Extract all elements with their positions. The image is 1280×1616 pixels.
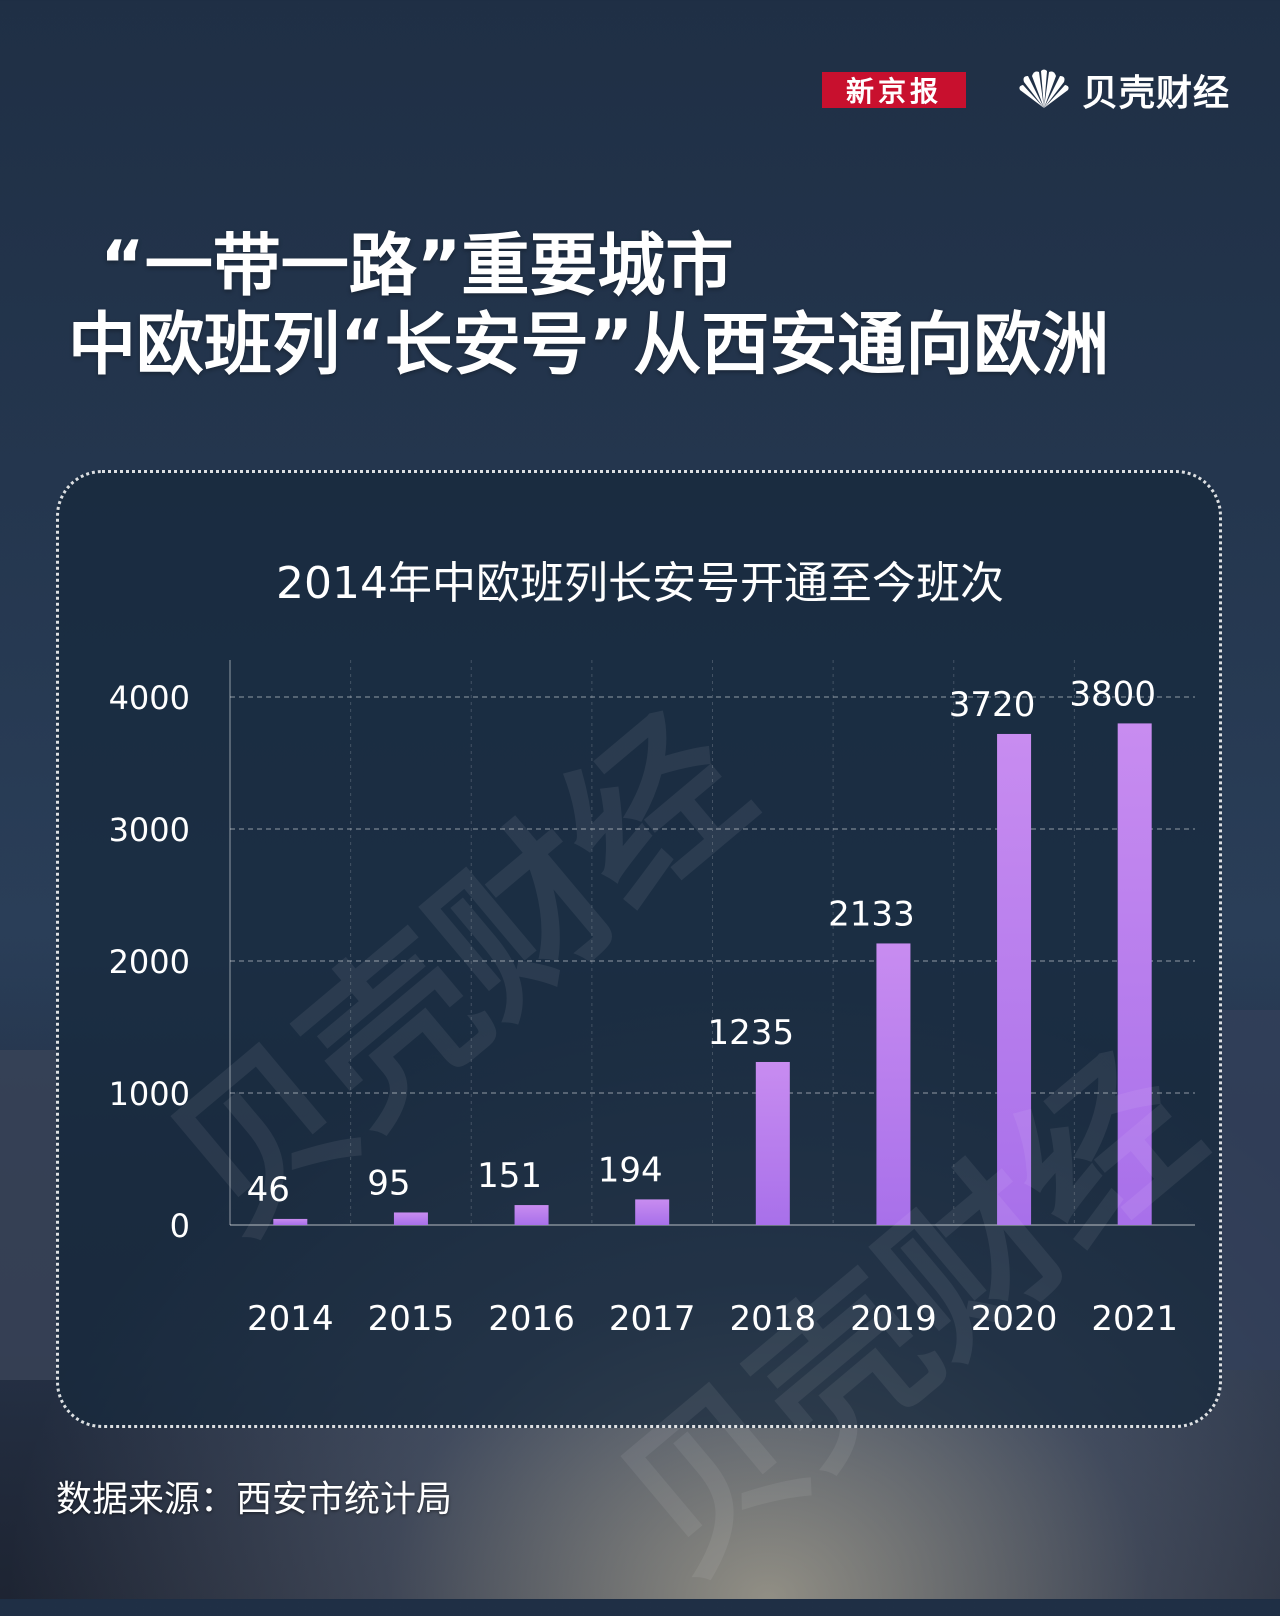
xinjingbao-logo: 新京报: [822, 72, 966, 108]
y-tick-label: 3000: [109, 811, 190, 849]
beike-logo: 贝壳财经: [1016, 64, 1230, 116]
bar-2014: [273, 1218, 308, 1225]
y-tick-label: 2000: [109, 943, 190, 981]
x-tick-label-2014: 2014: [247, 1299, 334, 1339]
data-label-2020: 3720: [949, 685, 1036, 725]
y-tick-label: 0: [170, 1207, 190, 1245]
x-tick-label-2018: 2018: [730, 1299, 817, 1339]
x-tick-label-2016: 2016: [488, 1299, 575, 1339]
bar-2020: [997, 733, 1032, 1225]
data-label-2021: 3800: [1069, 674, 1156, 714]
bar-2021: [1117, 723, 1152, 1225]
data-label-2014: 46: [247, 1170, 290, 1210]
building-left-silhouette: [0, 1050, 60, 1380]
x-tick-label-2019: 2019: [850, 1299, 937, 1339]
data-label-2019: 2133: [828, 894, 915, 934]
bar-2018: [755, 1061, 790, 1225]
chart-title: 2014年中欧班列长安号开通至今班次: [276, 558, 1004, 609]
data-source-note: 数据来源：西安市统计局: [56, 1479, 453, 1520]
x-tick-label-2020: 2020: [971, 1299, 1058, 1339]
y-tick-label: 1000: [109, 1075, 190, 1113]
shell-icon: [1019, 69, 1069, 108]
bar-2015: [393, 1212, 428, 1225]
bar-2017: [635, 1199, 670, 1225]
bar-2016: [514, 1205, 549, 1225]
bar-2019: [876, 943, 911, 1225]
x-tick-label-2017: 2017: [609, 1299, 696, 1339]
headline-line-2: 中欧班列“长安号”从西安通向欧洲: [68, 306, 1110, 385]
x-tick-label-2015: 2015: [368, 1299, 455, 1339]
data-label-2016: 151: [477, 1156, 542, 1196]
y-tick-label: 4000: [109, 679, 190, 717]
beike-logo-text: 贝壳财经: [1082, 73, 1231, 114]
headline-line-1: “一带一路”重要城市: [100, 227, 734, 306]
x-tick-label-2021: 2021: [1091, 1299, 1178, 1339]
data-label-2018: 1235: [708, 1013, 795, 1053]
data-label-2017: 194: [598, 1150, 663, 1190]
data-label-2015: 95: [367, 1163, 410, 1203]
